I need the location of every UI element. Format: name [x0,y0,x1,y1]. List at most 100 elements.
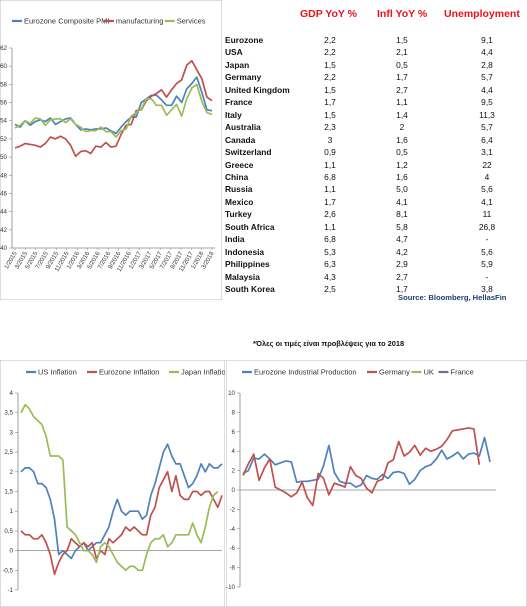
gdp-value: 3 [327,134,333,145]
country-name: Turkey [225,209,252,220]
gdp-value: 1,5 [324,109,336,120]
pmi-chart: Eurozone Composite PMI manufacturing Servi… [0,0,222,300]
y-tick-label: 46 [0,190,7,197]
country-name: Eurozone [225,35,264,45]
unemployment-value: 26,8 [478,221,496,232]
legend-entry: Eurozone Industrial Production [242,368,357,377]
y-tick-label: 2 [232,468,236,475]
table-row: Canada 3 1,6 6,4 [222,135,527,147]
inflation-value: 1,1 [396,97,408,108]
gdp-value: 1,1 [324,184,336,195]
series-line [14,83,213,138]
gdp-value: 5,3 [324,246,336,257]
y-tick-label: 40 [0,245,7,252]
country-name: United Kingdom [225,84,290,95]
unemployment-value: 5,7 [481,72,493,83]
y-tick-label: 54 [0,118,7,125]
gdp-value: 2,2 [324,47,336,58]
legend-label: Germany [379,368,410,377]
gdp-value: 1,7 [324,196,336,207]
gdp-value: 6,8 [324,234,336,245]
inflation-value: 1,6 [396,134,408,145]
gdp-value: 6,8 [324,171,336,182]
legend-label: France [451,368,474,377]
unemployment-value: 5,6 [481,184,493,195]
unemployment-value: - [485,234,489,245]
inflation-value: 2,1 [396,47,408,58]
inflation-value: 1,6 [396,171,408,182]
inflation-value: 2 [399,122,405,133]
legend-label: Japan Inflation [181,368,225,377]
table-row: Philippines 6,3 2,9 5,9 [222,259,527,271]
country-name: Italy [225,109,242,120]
inflation-value: 5,0 [396,184,408,195]
legend-entry: Japan Inflation [169,368,225,377]
inflation-value: 4,1 [396,196,408,207]
legend-entry: Germany [367,368,410,377]
table-row: Turkey 2,6 8,1 11 [222,209,527,221]
inflation-value: 2,9 [396,259,408,270]
country-name: Japan [225,59,250,70]
gdp-value: 2,2 [324,72,336,83]
y-tick-label: 48 [0,172,7,179]
y-tick-label: 44 [0,209,7,216]
table-row: Indonesia 5,3 4,2 5,6 [222,247,527,259]
y-tick-label: -2 [229,506,235,513]
y-tick-label: 1,5 [4,489,13,496]
inflation-value: 1,7 [396,284,408,294]
inflation-value: 1,4 [396,109,408,120]
country-name: China [225,171,249,182]
table-row: USA 2,2 2,1 4,4 [222,47,527,59]
unemployment-value: 22 [482,159,492,170]
table-row: Russia 1,1 5,0 5,6 [222,184,527,196]
y-tick-label: 42 [0,227,7,234]
y-tick-label: -0,5 [2,567,13,574]
country-name: Germany [225,72,262,83]
inflation-value: 0,5 [396,147,408,158]
gdp-value: 6,3 [324,259,336,270]
country-name: Philippines [225,259,270,270]
table-row: Italy 1,5 1,4 11,3 [222,110,527,122]
series-line [20,470,223,576]
legend-label: manufacturing [116,17,164,26]
legend-label: Eurozone Composite PMI [24,17,109,26]
unemployment-value: 5,7 [481,122,493,133]
table-row: Switzerland 0,9 0,5 3,1 [222,147,527,159]
table-row: India 6,8 4,7 - [222,234,527,246]
inflation-value: 1,7 [396,72,408,83]
legend-entry: Eurozone Composite PMI [12,17,109,26]
forecast-note: *Όλες οι τιμές είναι προβλέψεις για το 2… [253,339,405,348]
country-name: France [225,97,253,108]
country-name: Greece [225,159,254,170]
gdp-value: 1,1 [324,159,336,170]
y-tick-label: -1 [7,587,13,594]
industrial-production-legend: Eurozone Industrial Production Germany UK F… [242,368,474,377]
inflation-value: 4,7 [396,234,408,245]
country-name: South Korea [225,284,275,294]
table-row: France 1,7 1,1 9,5 [222,97,527,109]
inflation-value: 5,8 [396,221,408,232]
table-row: Eurozone 2,2 1,5 9,1 [222,35,527,47]
gdp-value: 0,9 [324,147,336,158]
unemployment-value: 5,6 [481,246,493,257]
y-tick-label: -6 [229,545,235,552]
table-row: South Africa 1,1 5,8 26,8 [222,222,527,234]
series-line [242,436,491,488]
y-tick-label: 58 [0,81,7,88]
country-name: Russia [225,184,253,195]
gdp-value: 2,3 [324,122,336,133]
unemployment-value: 11,3 [479,109,495,120]
gdp-value: 2,6 [324,209,336,220]
y-tick-label: 4 [10,390,14,397]
gdp-value: 4,3 [324,271,336,282]
country-name: Australia [225,122,261,133]
pmi-legend: Eurozone Composite PMI manufacturing Servi… [12,17,206,26]
y-tick-label: 0 [10,548,14,555]
table-row: Australia 2,3 2 5,7 [222,122,527,134]
unemployment-value: 4,1 [481,196,493,207]
inflation-value: 1,5 [396,35,408,45]
country-name: India [225,234,245,245]
unemployment-value: 4 [484,171,490,182]
legend-label: US Inflation [38,368,77,377]
unemployment-value: 9,1 [481,35,493,45]
